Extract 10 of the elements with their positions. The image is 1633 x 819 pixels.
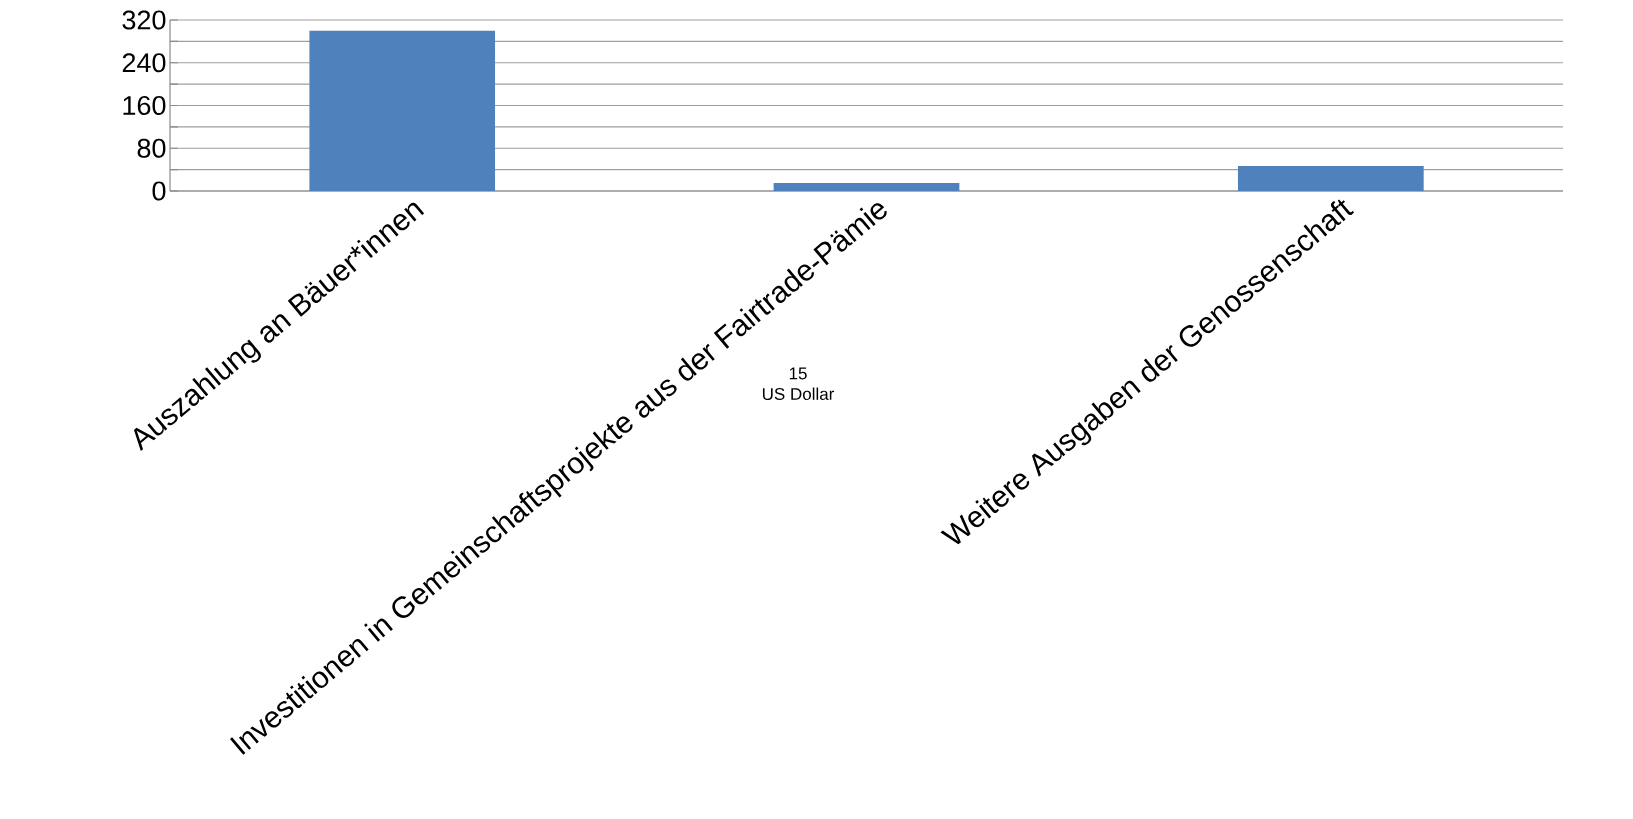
bar: [309, 30, 496, 191]
text: 15: [789, 367, 807, 380]
bar: [773, 182, 960, 191]
bar: [1237, 165, 1424, 191]
y-tick-label: 0: [152, 181, 166, 201]
y-tick-label: 320: [122, 10, 166, 30]
text: US Dollar: [762, 387, 835, 401]
y-tick-label: 160: [123, 95, 166, 116]
y-tick-label: 240: [122, 53, 166, 73]
y-tick-label: 80: [137, 138, 166, 158]
